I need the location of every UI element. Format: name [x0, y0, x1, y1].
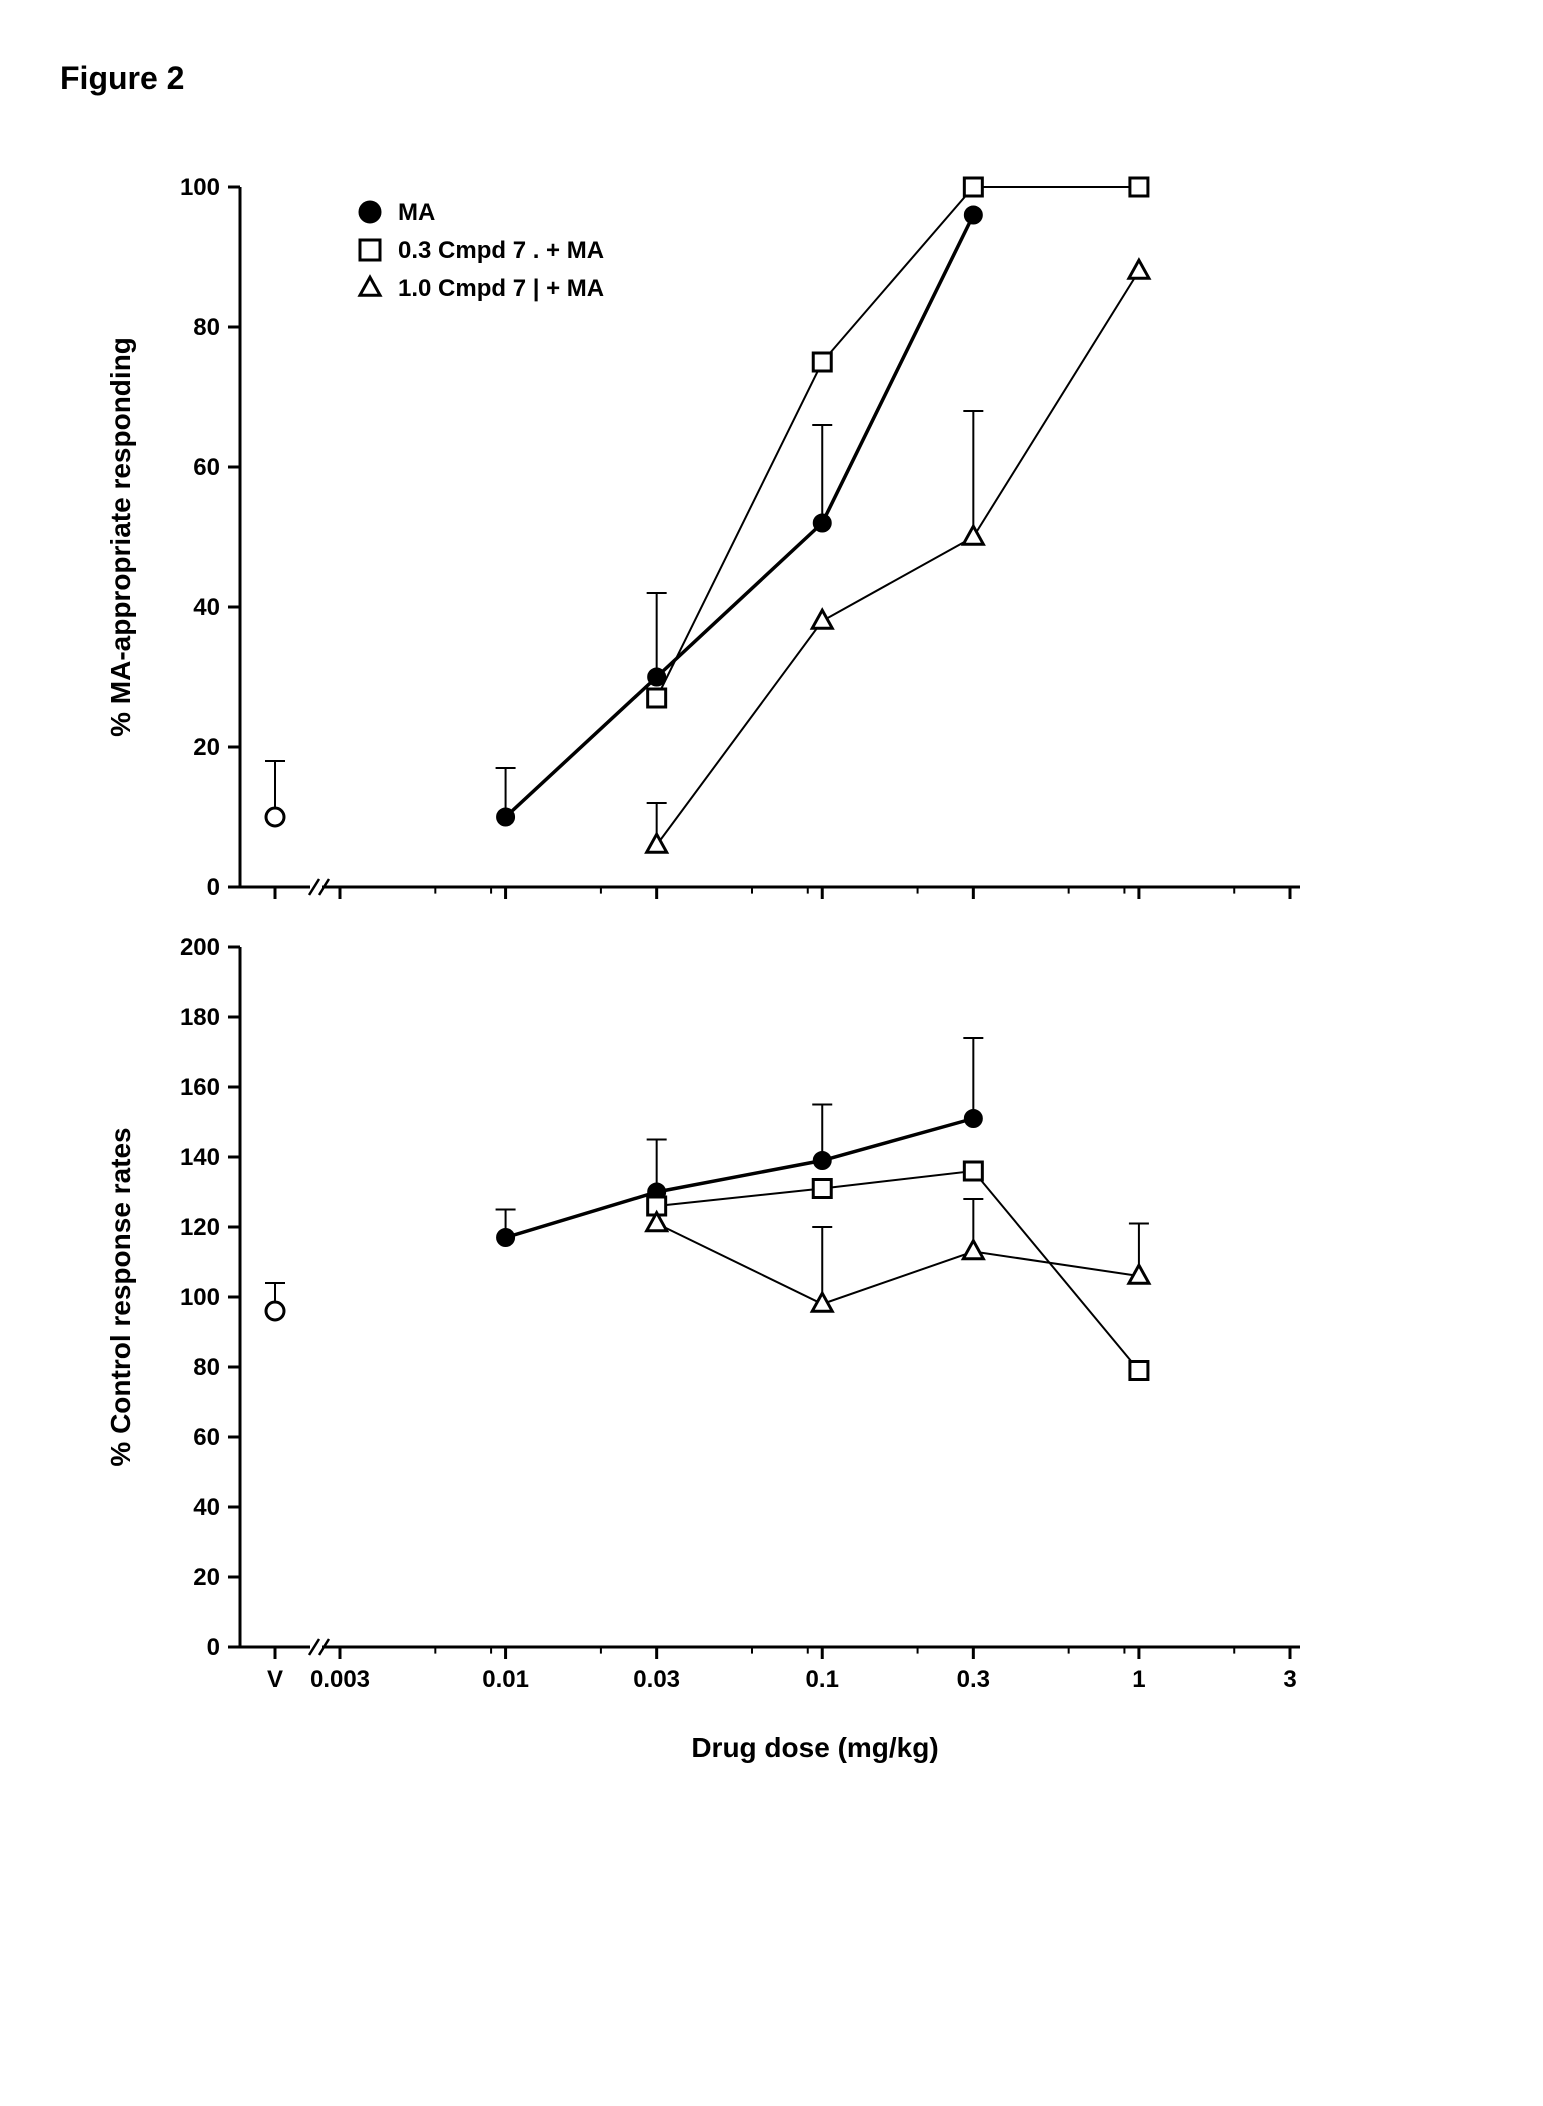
legend-label: 1.0 Cmpd 7 | + MA [398, 275, 604, 302]
y-axis-label: % MA-appropriate responding [105, 337, 136, 737]
svg-text:80: 80 [193, 314, 220, 341]
svg-text:1: 1 [1132, 1666, 1145, 1693]
figure-title: Figure 2 [60, 60, 1483, 97]
series-1.0 Cmpd 7 + MA [657, 271, 1139, 845]
series-0.3 Cmpd 7 + MA [657, 1171, 1139, 1371]
svg-text:0: 0 [207, 874, 220, 901]
svg-text:0.1: 0.1 [806, 1666, 839, 1693]
panel-bottom: 0 20 40 60 80 100 120 140 160 180 200 % Control res… [105, 934, 1300, 1763]
y-axis-label: % Control response rates [105, 1127, 136, 1466]
svg-text:60: 60 [193, 1424, 220, 1451]
svg-text:40: 40 [193, 1494, 220, 1521]
svg-text:20: 20 [193, 1564, 220, 1591]
svg-text:180: 180 [180, 1004, 220, 1031]
svg-text:40: 40 [193, 594, 220, 621]
svg-text:0: 0 [207, 1634, 220, 1661]
legend-label: 0.3 Cmpd 7 . + MA [398, 237, 604, 264]
svg-text:0.01: 0.01 [482, 1666, 529, 1693]
x-axis-label: Drug dose (mg/kg) [691, 1732, 938, 1763]
svg-text:60: 60 [193, 454, 220, 481]
chart-svg: 0 20 40 60 80 100 % MA-appropriate responding M… [60, 127, 1410, 1927]
svg-text:V: V [267, 1666, 283, 1693]
svg-text:20: 20 [193, 734, 220, 761]
legend: MA 0.3 Cmpd 7 . + MA 1.0 Cmpd 7 | + MA [360, 199, 604, 302]
svg-text:80: 80 [193, 1354, 220, 1381]
svg-text:0.3: 0.3 [957, 1666, 990, 1693]
panel-top: 0 20 40 60 80 100 % MA-appropriate responding M… [105, 174, 1300, 901]
series-0.3 Cmpd 7 + MA [657, 187, 1139, 698]
series-1.0 Cmpd 7 + MA [657, 1224, 1139, 1305]
svg-text:200: 200 [180, 934, 220, 961]
legend-label: MA [398, 199, 435, 226]
svg-text:0.003: 0.003 [310, 1666, 370, 1693]
svg-text:0.03: 0.03 [633, 1666, 680, 1693]
svg-text:140: 140 [180, 1144, 220, 1171]
svg-text:3: 3 [1283, 1666, 1296, 1693]
chart-container: 0 20 40 60 80 100 % MA-appropriate responding M… [60, 127, 1483, 1927]
svg-text:160: 160 [180, 1074, 220, 1101]
series-MA [506, 215, 974, 817]
svg-text:100: 100 [180, 1284, 220, 1311]
series-MA [506, 1119, 974, 1238]
svg-text:120: 120 [180, 1214, 220, 1241]
svg-text:100: 100 [180, 174, 220, 201]
